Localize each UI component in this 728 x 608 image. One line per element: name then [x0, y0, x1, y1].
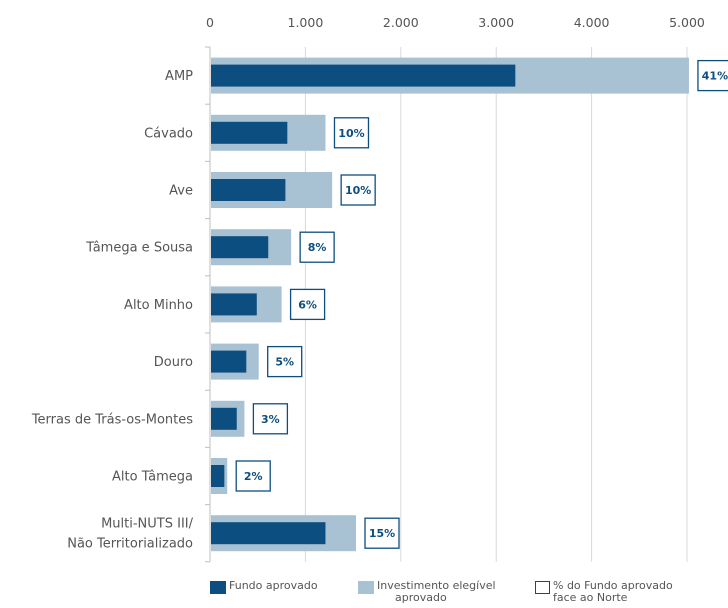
legend-label-investimento-line1: Investimento elegível — [377, 579, 496, 592]
legend-label-fundo: Fundo aprovado — [229, 579, 318, 592]
percent-label: 15% — [369, 527, 395, 540]
percent-box — [340, 174, 376, 206]
legend-label-percent-line1: % do Fundo aprovado — [553, 579, 673, 592]
percent-box — [235, 460, 271, 492]
category-label: Multi-NUTS III/ — [101, 517, 194, 532]
legend-item-investimento: Investimento elegível aprovado — [358, 580, 496, 604]
bar-fundo — [211, 236, 269, 259]
legend-label-percent-line2: face ao Norte — [553, 591, 628, 604]
legend-label-percent: % do Fundo aprovado face ao Norte — [553, 580, 673, 604]
percent-label: 3% — [261, 413, 280, 426]
percent-label: 8% — [308, 241, 327, 254]
legend-item-fundo: Fundo aprovado — [210, 580, 318, 594]
x-tick-label: 1.000 — [288, 15, 324, 30]
percent-label: 5% — [275, 356, 294, 369]
percent-box — [289, 288, 326, 321]
category-label: Alto Tâmega — [112, 470, 193, 485]
bar-fundo — [211, 350, 247, 373]
x-tick-label: 2.000 — [383, 15, 419, 30]
x-tick-label: 3.000 — [478, 15, 514, 30]
bar-fundo — [211, 465, 225, 487]
x-tick-label: 5.000 — [669, 15, 705, 30]
bar-fundo — [211, 293, 257, 316]
x-tick-label: 4.000 — [574, 15, 610, 30]
bar-fundo — [211, 121, 288, 144]
category-label: Cávado — [144, 126, 193, 141]
percent-box — [364, 517, 400, 549]
percent-box — [299, 231, 335, 263]
category-label: Alto Minho — [124, 298, 193, 313]
category-label: AMP — [165, 69, 193, 84]
percent-box — [697, 59, 728, 92]
category-label: Ave — [169, 184, 193, 199]
percent-label: 41% — [702, 70, 728, 83]
percent-label: 10% — [338, 127, 364, 140]
legend-label-investimento-line2: aprovado — [395, 591, 447, 604]
percent-label: 6% — [298, 298, 317, 311]
legend-swatch-investimento — [358, 581, 374, 594]
category-label: Não Territorializado — [67, 537, 193, 552]
percent-box — [252, 403, 289, 435]
bar-fundo — [211, 522, 326, 545]
legend-swatch-percent — [535, 581, 550, 594]
percent-box — [267, 345, 303, 378]
percent-box — [333, 117, 370, 149]
bar-chart: 0 1.000 2.000 3.000 4.000 5.000 AMP 41% Cávado 10… — [31, 15, 728, 563]
bar-fundo — [211, 407, 237, 430]
legend-label-investimento: Investimento elegível aprovado — [377, 580, 496, 604]
percent-label: 10% — [345, 184, 371, 197]
percent-label: 2% — [244, 470, 263, 483]
legend-swatch-fundo — [210, 581, 226, 594]
bar-fundo — [211, 179, 286, 201]
legend: Fundo aprovado Investimento elegível apr… — [0, 580, 728, 608]
category-label: Terras de Trás-os-Montes — [31, 412, 193, 427]
category-label: Tâmega e Sousa — [85, 241, 193, 256]
legend-item-percent: % do Fundo aprovado face ao Norte — [535, 580, 673, 604]
x-tick-label: 0 — [206, 15, 214, 30]
bar-fundo — [211, 64, 516, 87]
category-label: Douro — [154, 355, 193, 370]
